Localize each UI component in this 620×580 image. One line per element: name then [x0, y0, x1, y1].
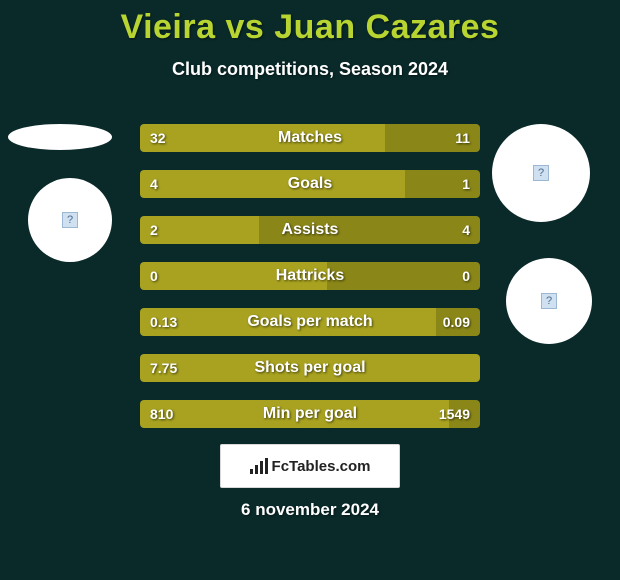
- stat-bars: Matches3211 Goals41 Assists24 Hattricks00 Go…: [140, 124, 480, 446]
- image-placeholder-icon: ?: [541, 293, 557, 309]
- stat-row: Min per goal8101549: [140, 400, 480, 428]
- stat-row: Hattricks00: [140, 262, 480, 290]
- stat-bar-right: [327, 262, 480, 290]
- brand-text: FcTables.com: [272, 458, 371, 475]
- stat-bar-right: [405, 170, 480, 198]
- stat-bar-right: [449, 400, 480, 428]
- stat-row: Matches3211: [140, 124, 480, 152]
- stat-bar-left: [140, 124, 385, 152]
- brand-box: FcTables.com: [220, 444, 400, 488]
- stat-bar-right: [385, 124, 480, 152]
- stat-row: Assists24: [140, 216, 480, 244]
- image-placeholder-icon: ?: [533, 165, 549, 181]
- stat-row: Goals41: [140, 170, 480, 198]
- player-badge-right-low: ?: [506, 258, 592, 344]
- stat-bar-right: [436, 308, 480, 336]
- chart-bars-icon: [250, 458, 268, 474]
- stat-bar-left: [140, 308, 436, 336]
- comparison-infographic: Vieira vs Juan Cazares Club competitions…: [0, 0, 620, 580]
- stat-bar-left: [140, 354, 480, 382]
- ellipse-decoration: [8, 124, 112, 150]
- stat-bar-left: [140, 400, 449, 428]
- image-placeholder-icon: ?: [62, 212, 78, 228]
- stat-row: Goals per match0.130.09: [140, 308, 480, 336]
- date-text: 6 november 2024: [0, 500, 620, 520]
- stat-bar-left: [140, 262, 327, 290]
- player-badge-left: ?: [28, 178, 112, 262]
- stat-row: Shots per goal7.75: [140, 354, 480, 382]
- page-title: Vieira vs Juan Cazares: [0, 0, 620, 47]
- subtitle: Club competitions, Season 2024: [0, 59, 620, 80]
- stat-bar-left: [140, 170, 405, 198]
- stat-bar-left: [140, 216, 259, 244]
- player-badge-right-top: ?: [492, 124, 590, 222]
- stat-bar-right: [259, 216, 480, 244]
